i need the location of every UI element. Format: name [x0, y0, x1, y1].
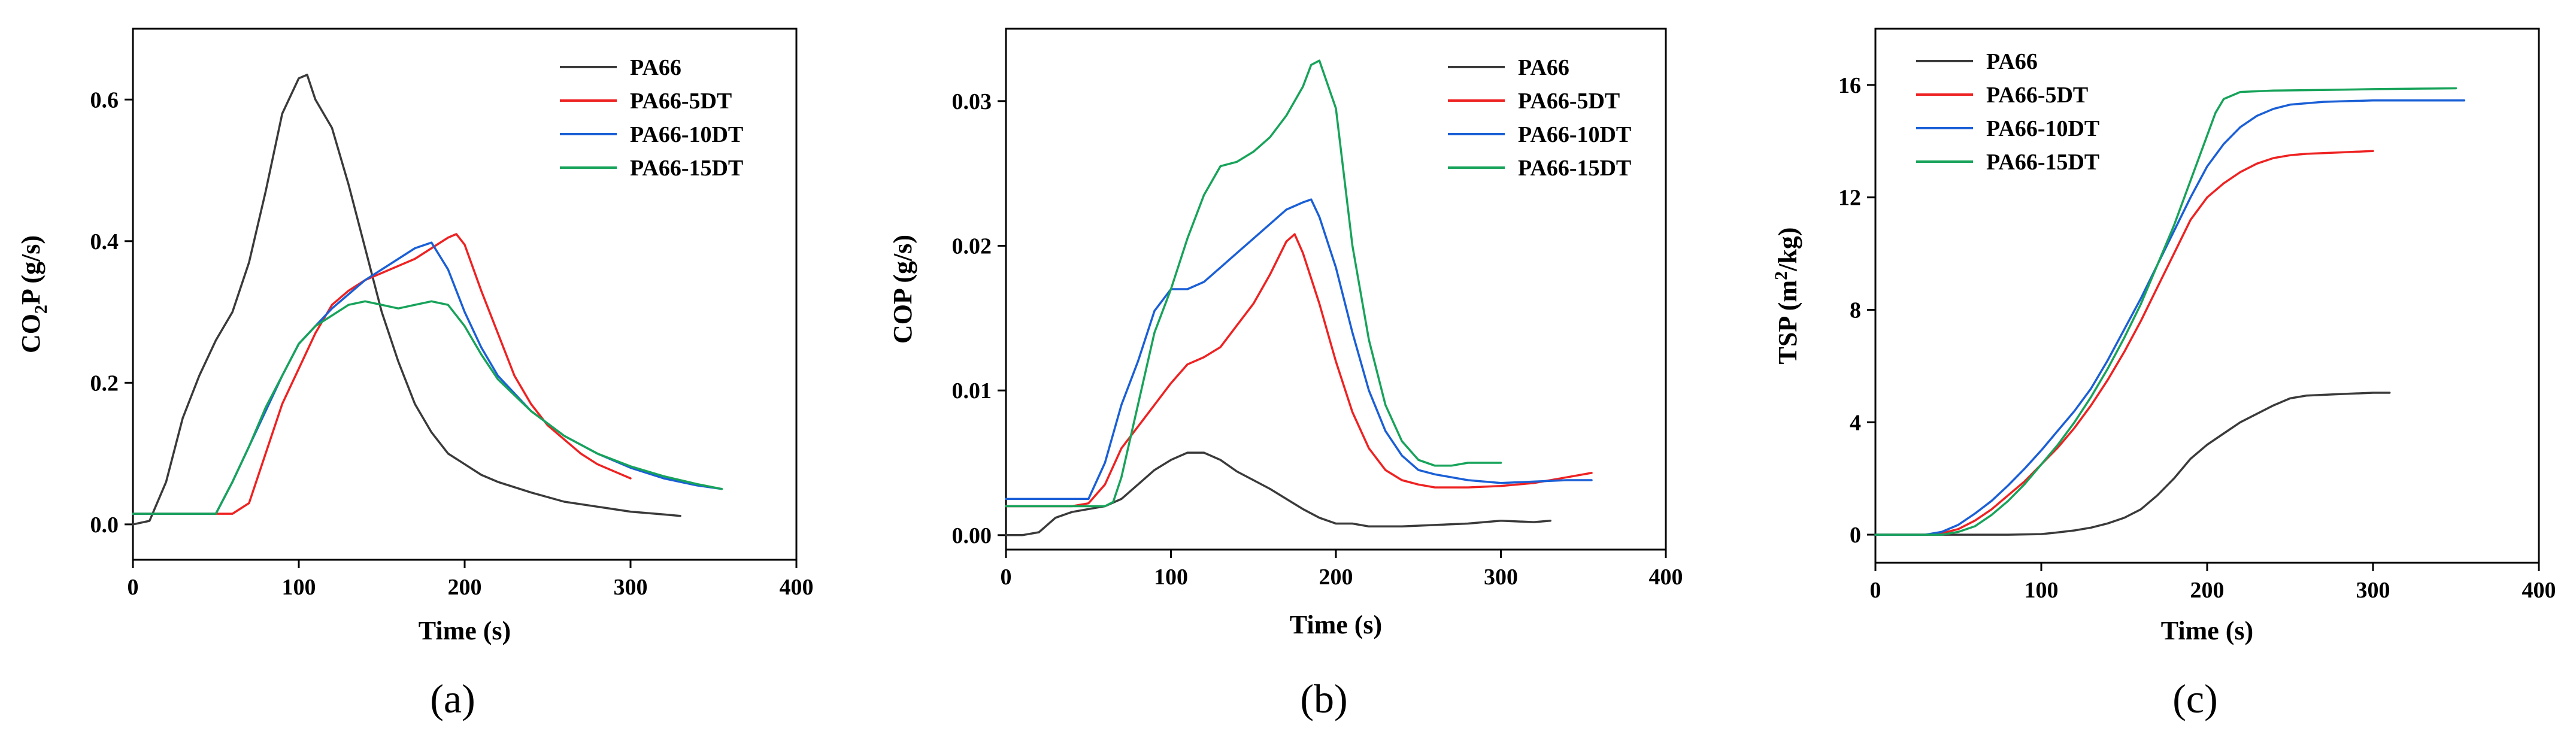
- x-tick-label: 100: [2025, 578, 2059, 603]
- legend-label: PA66-10DT: [1518, 122, 1631, 147]
- legend-label: PA66: [1518, 55, 1569, 80]
- x-tick-label: 400: [1649, 565, 1683, 590]
- y-tick-label: 8: [1850, 298, 1861, 323]
- x-tick-label: 100: [1154, 565, 1188, 590]
- y-axis-label: CO2P (g/s): [16, 235, 51, 353]
- y-tick-label: 0.01: [952, 378, 992, 404]
- panel-label: (a): [430, 676, 475, 721]
- series-line-pa66: [132, 74, 681, 526]
- legend-label: PA66: [1986, 49, 2038, 74]
- legend-label: PA66-5DT: [630, 89, 732, 114]
- y-axis-label: TSP (m2/kg): [1771, 228, 1802, 365]
- y-tick-label: 12: [1838, 186, 1861, 211]
- y-tick-label: 0.02: [952, 234, 992, 259]
- x-tick-label: 300: [614, 575, 648, 600]
- series-line-pa66-5dt: [1005, 233, 1593, 508]
- x-tick-label: 400: [780, 575, 814, 600]
- x-axis-label: Time (s): [419, 616, 511, 645]
- series-line-pa66-15dt: [1005, 59, 1502, 508]
- panel-label: (b): [1300, 676, 1347, 721]
- y-tick-label: 0.0: [90, 512, 119, 538]
- x-axis-label: Time (s): [1290, 610, 1382, 639]
- series-line-pa66-10dt: [1874, 99, 2466, 536]
- y-tick-label: 0.03: [952, 89, 992, 114]
- series-line-pa66: [1874, 392, 2391, 536]
- y-tick-label: 0: [1850, 523, 1861, 548]
- x-tick-label: 400: [2522, 578, 2556, 603]
- legend-label: PA66-5DT: [1518, 89, 1620, 114]
- y-tick-label: 16: [1838, 73, 1861, 98]
- legend-label: PA66-5DT: [1986, 83, 2088, 108]
- legend-label: PA66-15DT: [1986, 150, 2099, 175]
- y-axis-label: COP (g/s): [888, 235, 917, 344]
- y-tick-label: 4: [1850, 410, 1861, 435]
- panel-c: 0 100 200 300 400 0 4 8 12 16 Time (s) TSP (m2/kg) P…: [1771, 28, 2556, 721]
- series-line-pa66: [1005, 451, 1551, 536]
- x-tick-label: 0: [128, 575, 139, 600]
- legend-label: PA66-10DT: [630, 122, 743, 147]
- x-tick-label: 100: [282, 575, 316, 600]
- series-line-pa66-5dt: [1874, 150, 2374, 536]
- y-tick-label: 0.4: [90, 229, 119, 254]
- legend-label: PA66-15DT: [1518, 156, 1631, 181]
- legend: PA66 PA66-5DT PA66-10DT PA66-15DT: [560, 55, 743, 181]
- x-tick-label: 0: [1001, 565, 1012, 590]
- legend: PA66 PA66-5DT PA66-10DT PA66-15DT: [1916, 49, 2099, 175]
- series-line-pa66-10dt: [1005, 198, 1593, 501]
- series-line-pa66-5dt: [132, 233, 632, 515]
- panel-label: (c): [2172, 676, 2217, 721]
- y-tick-label: 0.6: [90, 87, 119, 113]
- x-tick-label: 200: [2190, 578, 2225, 603]
- y-tick-label: 0.2: [90, 371, 119, 396]
- x-tick-label: 200: [448, 575, 482, 600]
- x-tick-label: 200: [1319, 565, 1353, 590]
- x-tick-label: 300: [1484, 565, 1518, 590]
- x-axis-label: Time (s): [2161, 616, 2253, 645]
- series-line-pa66-15dt: [132, 300, 723, 515]
- series-line-pa66-15dt: [1874, 87, 2457, 536]
- x-tick-label: 0: [1870, 578, 1881, 603]
- legend-label: PA66: [630, 55, 681, 80]
- panel-b: 0 100 200 300 400 0.00 0.01 0.02 0.03 Time (s) COP…: [888, 28, 1683, 721]
- legend: PA66 PA66-5DT PA66-10DT PA66-15DT: [1448, 55, 1631, 181]
- legend-label: PA66-15DT: [630, 156, 743, 181]
- y-tick-label: 0.00: [952, 523, 992, 548]
- panel-a: 0 100 200 300 400 0.0 0.2 0.4 0.6 Time (s) CO2P (g…: [16, 28, 814, 721]
- x-tick-label: 300: [2356, 578, 2390, 603]
- legend-label: PA66-10DT: [1986, 116, 2099, 141]
